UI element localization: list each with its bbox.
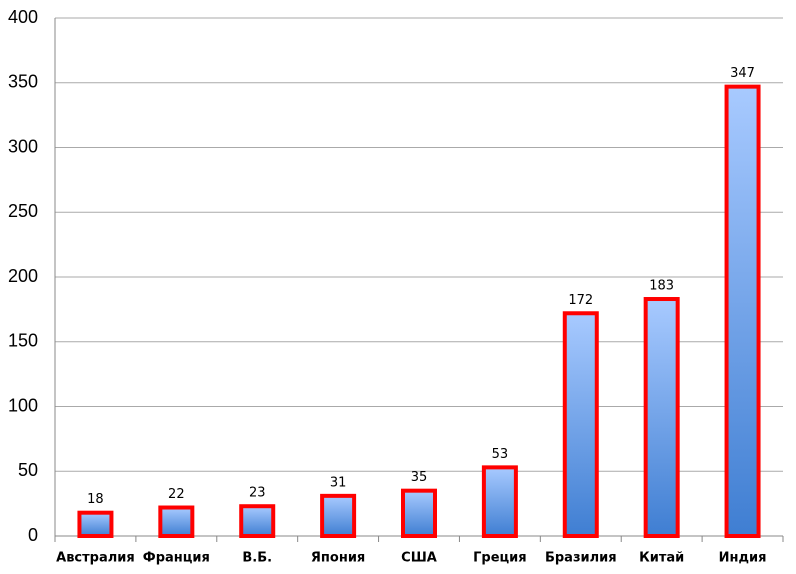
x-tick-label: Греция (473, 551, 527, 566)
x-tick-label: Бразилия (545, 551, 617, 566)
value-label: 183 (649, 279, 674, 294)
value-label: 347 (730, 66, 755, 81)
value-label: 22 (168, 487, 185, 502)
x-tick-label: Австралия (56, 551, 135, 566)
bar (401, 488, 437, 538)
value-label: 172 (568, 293, 593, 308)
bar (643, 297, 680, 539)
bar (481, 465, 518, 538)
bar (158, 505, 195, 539)
y-tick-label: 0 (28, 525, 38, 545)
x-tick-label: США (401, 551, 437, 566)
x-tick-label: В.Б. (242, 551, 272, 566)
value-label: 53 (492, 447, 509, 462)
y-tick-label: 350 (8, 72, 38, 92)
bar (77, 510, 114, 539)
value-label: 31 (330, 475, 347, 490)
y-tick-label: 50 (18, 460, 38, 480)
x-tick-label: Китай (639, 551, 684, 566)
x-tick-label: Япония (311, 551, 365, 566)
y-tick-label: 150 (8, 331, 38, 351)
bar (320, 493, 357, 539)
bar (239, 504, 276, 538)
value-label: 18 (87, 492, 104, 507)
y-tick-label: 250 (8, 201, 38, 221)
y-tick-label: 300 (8, 136, 38, 156)
y-tick-label: 100 (8, 395, 38, 415)
value-label: 23 (249, 486, 266, 501)
bar (562, 311, 599, 539)
value-label: 35 (411, 470, 428, 485)
bar (724, 84, 761, 538)
y-tick-label: 400 (8, 7, 38, 27)
y-tick-label: 200 (8, 266, 38, 286)
x-tick-label: Индия (719, 551, 767, 566)
x-tick-label: Франция (143, 551, 210, 566)
